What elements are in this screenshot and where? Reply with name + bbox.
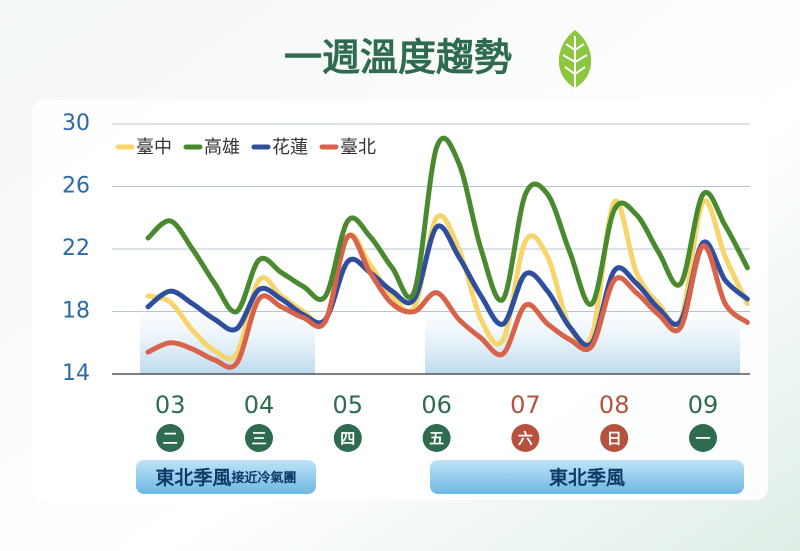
x-tick-label: 06	[421, 391, 452, 419]
weekday-label: 六	[518, 430, 533, 448]
x-tick-label: 04	[244, 391, 275, 419]
period-label: 東北季風接近冷氣團	[155, 466, 296, 489]
weekday-label: 四	[340, 430, 355, 448]
period-main: 東北季風	[155, 466, 231, 489]
chart-title: 一週溫度趨勢	[284, 36, 512, 80]
legend-label: 臺中	[136, 137, 172, 158]
weekday-badge	[156, 424, 185, 452]
period-label: 東北季風	[549, 466, 625, 489]
weekday-badge	[511, 424, 540, 452]
period-pill	[430, 460, 744, 494]
weekday-badge	[422, 424, 451, 452]
x-tick-label: 08	[599, 391, 630, 419]
weekday-label: 一	[695, 430, 710, 448]
x-tick-label: 03	[155, 391, 186, 419]
y-tick-label: 26	[62, 174, 90, 199]
series-line	[145, 198, 750, 362]
period-pill	[136, 460, 316, 494]
weekday-label: 五	[429, 430, 444, 448]
weekday-badge	[245, 424, 273, 452]
weekday-badge	[689, 424, 717, 452]
x-tick-label: 07	[510, 391, 541, 419]
period-band	[140, 300, 315, 374]
x-tick-label: 09	[688, 391, 719, 419]
series-line	[145, 232, 750, 370]
weekday-label: 日	[607, 430, 622, 448]
weekday-label: 二	[163, 430, 178, 448]
weekday-badge	[333, 424, 362, 452]
legend-label: 臺北	[340, 137, 376, 158]
series-line	[145, 223, 750, 348]
legend-label: 花蓮	[272, 137, 308, 158]
period-main: 東北季風	[549, 466, 625, 489]
series-line	[145, 135, 750, 315]
weekday-label: 三	[251, 430, 266, 448]
weekday-badge	[600, 424, 629, 452]
y-tick-label: 22	[62, 236, 90, 261]
y-tick-label: 30	[62, 111, 90, 136]
x-tick-label: 05	[333, 391, 364, 419]
legend-label: 高雄	[204, 137, 240, 158]
leaf-icon	[558, 30, 592, 95]
y-tick-label: 14	[62, 361, 90, 386]
y-tick-label: 18	[62, 299, 90, 324]
period-sub: 接近冷氣團	[232, 470, 297, 486]
